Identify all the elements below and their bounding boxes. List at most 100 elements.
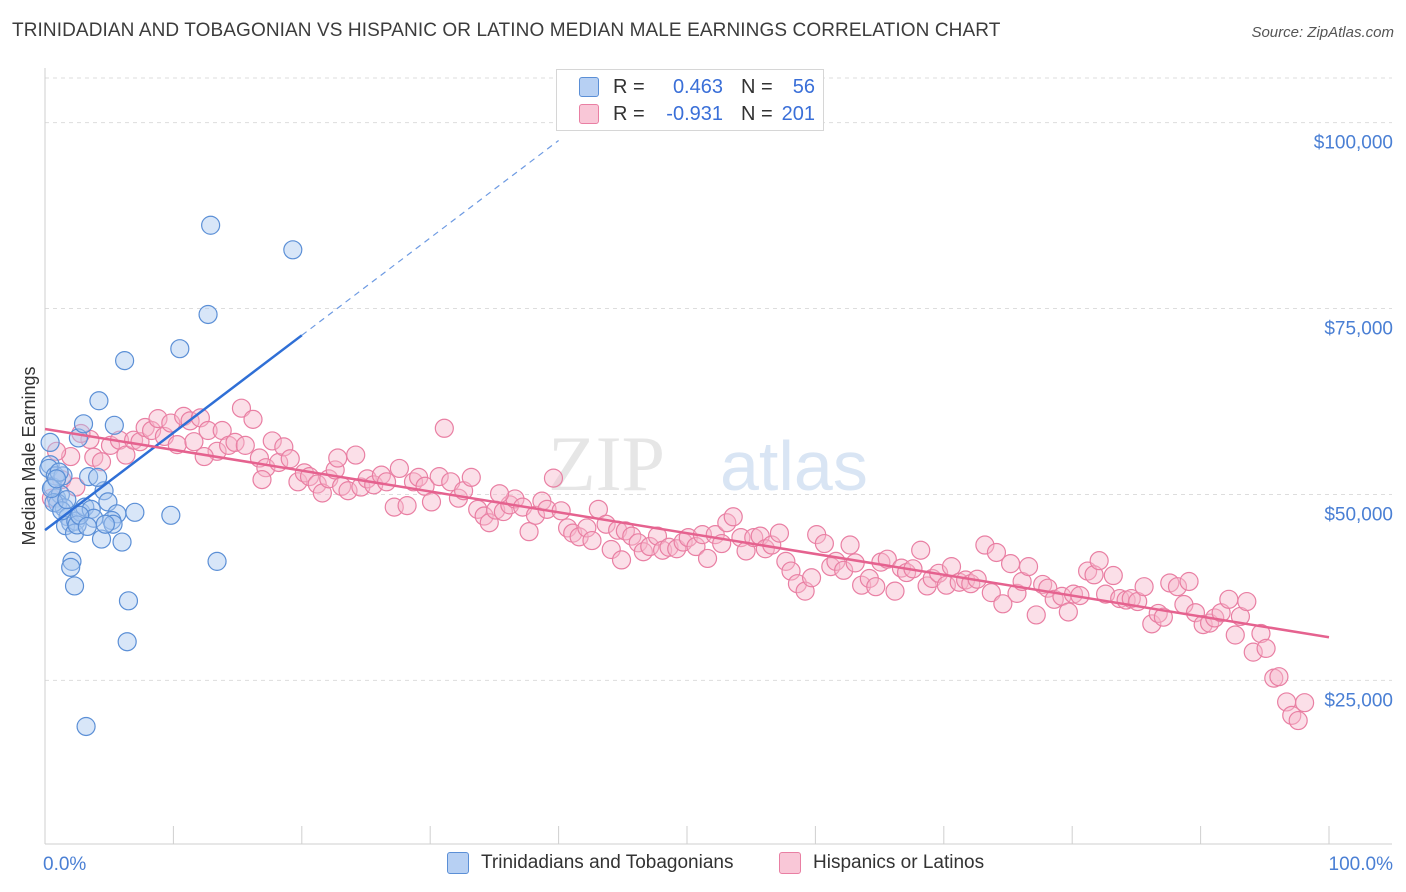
data-point-trinidadians — [76, 716, 96, 737]
data-point-hispanics — [1295, 693, 1315, 713]
watermark-zip: ZIP — [548, 420, 665, 507]
data-point-hispanics — [697, 548, 718, 569]
data-point-hispanics — [346, 445, 366, 465]
y-tick-label: $25,000 — [1324, 690, 1393, 711]
y-tick-label: $100,000 — [1314, 133, 1393, 154]
data-point-trinidadians — [57, 490, 77, 510]
n-label: N = — [741, 75, 773, 98]
data-point-hispanics — [235, 435, 255, 455]
data-point-hispanics — [148, 409, 168, 429]
series-legend: Trinidadians and Tobagonians Hispanics o… — [0, 852, 1406, 878]
data-point-trinidadians — [88, 467, 108, 487]
y-tick-label: $75,000 — [1324, 319, 1393, 340]
data-point-hispanics — [787, 574, 808, 594]
data-point-trinidadians — [198, 304, 218, 325]
x-tick-label: 0.0% — [43, 854, 86, 875]
r-value-blue: 0.463 — [672, 75, 723, 98]
trendline-trinidadians — [44, 334, 303, 532]
data-point-trinidadians — [118, 591, 139, 611]
watermark-atlas: atlas — [720, 427, 868, 505]
data-point-trinidadians — [283, 240, 303, 260]
data-point-trinidadians — [112, 532, 132, 552]
data-point-hispanics — [1044, 589, 1064, 609]
data-point-hispanics — [852, 575, 872, 595]
data-point-hispanics — [461, 467, 481, 487]
data-point-hispanics — [280, 449, 300, 469]
r-value-pink: -0.931 — [666, 102, 723, 125]
data-point-hispanics — [781, 561, 801, 581]
data-point-hispanics — [975, 535, 995, 555]
data-point-hispanics — [611, 550, 632, 570]
data-point-hispanics — [231, 398, 252, 418]
data-point-hispanics — [1007, 583, 1027, 603]
data-point-hispanics — [845, 553, 865, 573]
legend-item-trinidadians: Trinidadians and Tobagonians — [447, 852, 733, 874]
data-point-hispanics — [1089, 551, 1109, 571]
data-point-hispanics — [986, 542, 1007, 563]
data-point-hispanics — [243, 409, 263, 429]
data-point-hispanics — [307, 474, 327, 494]
data-point-hispanics — [397, 496, 417, 516]
data-point-hispanics — [866, 577, 886, 597]
data-point-hispanics — [1000, 554, 1021, 574]
data-point-hispanics — [479, 513, 499, 533]
data-point-hispanics — [1103, 565, 1123, 586]
data-point-trinidadians — [161, 505, 181, 525]
data-point-hispanics — [840, 535, 860, 555]
legend-label-hispanics: Hispanics or Latinos — [813, 852, 985, 873]
data-point-hispanics — [633, 542, 653, 562]
data-point-hispanics — [1282, 705, 1302, 725]
data-point-hispanics — [1134, 577, 1154, 597]
data-point-hispanics — [1095, 584, 1116, 604]
data-point-trinidadians — [46, 469, 67, 489]
data-point-hispanics — [252, 469, 272, 490]
n-value-blue: 56 — [792, 75, 815, 98]
data-point-hispanics — [601, 539, 621, 560]
data-point-trinidadians — [95, 514, 115, 534]
legend-swatch-pink — [779, 852, 801, 874]
data-point-trinidadians — [64, 576, 85, 596]
n-value-pink: 201 — [781, 102, 815, 125]
stats-legend-row-blue: R = 0.463 N = 56 — [579, 75, 815, 99]
data-point-hispanics — [489, 484, 510, 504]
data-point-trinidadians — [115, 351, 135, 371]
data-point-trinidadians — [89, 391, 109, 411]
data-point-hispanics — [1256, 638, 1276, 659]
y-tick-label: $50,000 — [1324, 504, 1393, 525]
data-point-hispanics — [814, 533, 834, 554]
x-tick-label: 100.0% — [1329, 854, 1394, 875]
data-point-trinidadians — [104, 415, 124, 435]
data-point-trinidadians — [170, 339, 190, 359]
data-point-trinidadians — [77, 516, 97, 537]
data-point-hispanics — [801, 568, 822, 588]
data-point-trinidadians — [207, 551, 227, 571]
data-point-hispanics — [116, 445, 136, 465]
data-point-trinidadians — [41, 478, 62, 499]
data-point-hispanics — [776, 551, 796, 571]
data-point-hispanics — [628, 533, 648, 553]
data-point-hispanics — [1058, 602, 1078, 622]
data-point-hispanics — [582, 530, 602, 551]
data-point-hispanics — [911, 540, 931, 560]
data-point-hispanics — [184, 432, 204, 452]
data-point-trinidadians — [103, 514, 123, 534]
data-point-hispanics — [1237, 591, 1257, 612]
data-point-hispanics — [659, 537, 679, 557]
data-point-trinidadians — [73, 414, 94, 434]
data-point-hispanics — [885, 581, 905, 601]
data-point-hispanics — [834, 560, 854, 580]
data-point-hispanics — [640, 536, 660, 557]
data-point-hispanics — [723, 507, 743, 527]
data-point-hispanics — [1219, 589, 1239, 609]
legend-swatch-blue — [447, 852, 469, 874]
data-point-hispanics — [1142, 614, 1162, 634]
data-point-hispanics — [1251, 623, 1271, 644]
data-point-hispanics — [1167, 577, 1188, 597]
data-point-trinidadians — [201, 215, 221, 235]
data-point-hispanics — [1084, 565, 1104, 585]
data-point-hispanics — [434, 418, 454, 438]
data-point-hispanics — [91, 452, 112, 472]
data-point-hispanics — [1179, 571, 1199, 592]
blue-swatch — [579, 77, 599, 97]
